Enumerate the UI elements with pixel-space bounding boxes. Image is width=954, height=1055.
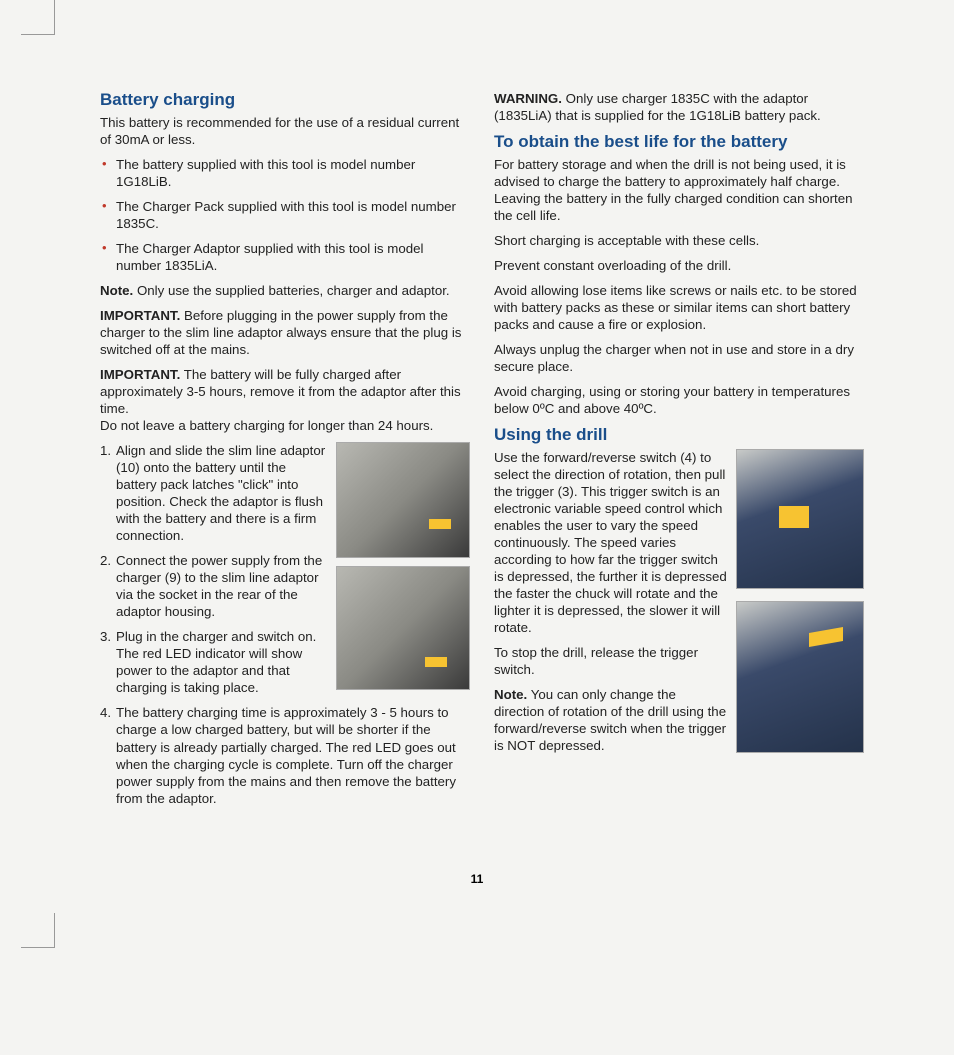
note-paragraph: Note. Only use the supplied batteries, c… (100, 282, 470, 299)
image-forward-reverse (736, 449, 864, 589)
paragraph: Prevent constant overloading of the dril… (494, 257, 864, 274)
important-paragraph: IMPORTANT. Before plugging in the power … (100, 307, 470, 358)
heading-battery-charging: Battery charging (100, 90, 470, 110)
steps-with-images: Align and slide the slim line adaptor (1… (100, 442, 470, 814)
using-drill-section: Use the forward/reverse switch (4) to se… (494, 449, 864, 761)
paragraph: Avoid allowing lose items like screws or… (494, 282, 864, 333)
intro-paragraph: This battery is recommended for the use … (100, 114, 470, 148)
paragraph: Short charging is acceptable with these … (494, 232, 864, 249)
note-text: You can only change the direction of rot… (494, 687, 726, 753)
heading-using-drill: Using the drill (494, 425, 864, 445)
right-column: WARNING. Only use charger 1835C with the… (494, 90, 864, 815)
crop-mark-bottom-left (54, 913, 74, 947)
important-prefix: IMPORTANT. (100, 308, 180, 323)
warning-paragraph: WARNING. Only use charger 1835C with the… (494, 90, 864, 124)
paragraph: For battery storage and when the drill i… (494, 156, 864, 224)
paragraph: Avoid charging, using or storing your ba… (494, 383, 864, 417)
charge-24h-paragraph: Do not leave a battery charging for long… (100, 417, 470, 434)
paragraph: Always unplug the charger when not in us… (494, 341, 864, 375)
bullet-list: The battery supplied with this tool is m… (100, 156, 470, 274)
list-item: Plug in the charger and switch on. The r… (100, 628, 470, 696)
heading-best-life: To obtain the best life for the battery (494, 132, 864, 152)
list-item: The Charger Adaptor supplied with this t… (100, 240, 470, 274)
note-prefix: Note. (494, 687, 527, 702)
image-trigger (736, 601, 864, 753)
left-column: Battery charging This battery is recomme… (100, 90, 470, 815)
important-paragraph: IMPORTANT. The battery will be fully cha… (100, 366, 470, 417)
important-prefix: IMPORTANT. (100, 367, 180, 382)
list-item: The battery supplied with this tool is m… (100, 156, 470, 190)
list-item: Connect the power supply from the charge… (100, 552, 470, 620)
page-content: Battery charging This battery is recomme… (100, 90, 864, 815)
list-item: The battery charging time is approximate… (100, 704, 470, 806)
list-item: Align and slide the slim line adaptor (1… (100, 442, 470, 544)
warning-prefix: WARNING. (494, 91, 562, 106)
note-prefix: Note. (100, 283, 133, 298)
page-number: 11 (0, 872, 954, 886)
crop-mark-top-left (54, 0, 74, 34)
list-item: The Charger Pack supplied with this tool… (100, 198, 470, 232)
note-text: Only use the supplied batteries, charger… (133, 283, 449, 298)
